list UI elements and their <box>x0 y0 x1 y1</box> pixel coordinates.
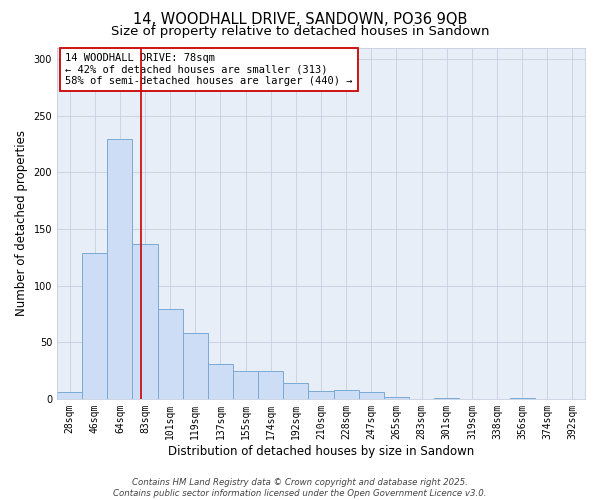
Text: 14 WOODHALL DRIVE: 78sqm
← 42% of detached houses are smaller (313)
58% of semi-: 14 WOODHALL DRIVE: 78sqm ← 42% of detach… <box>65 53 352 86</box>
Bar <box>82 252 107 399</box>
Bar <box>158 310 183 399</box>
Y-axis label: Number of detached properties: Number of detached properties <box>15 130 28 316</box>
Bar <box>183 333 208 399</box>
Bar <box>283 383 308 399</box>
X-axis label: Distribution of detached houses by size in Sandown: Distribution of detached houses by size … <box>168 444 474 458</box>
Bar <box>107 140 133 399</box>
Bar <box>233 370 258 399</box>
Bar <box>359 392 384 399</box>
Text: Contains HM Land Registry data © Crown copyright and database right 2025.
Contai: Contains HM Land Registry data © Crown c… <box>113 478 487 498</box>
Bar <box>133 244 158 399</box>
Bar <box>258 370 283 399</box>
Bar <box>57 392 82 399</box>
Bar <box>384 396 409 399</box>
Bar <box>434 398 459 399</box>
Bar <box>208 364 233 399</box>
Bar <box>308 391 334 399</box>
Bar <box>334 390 359 399</box>
Bar <box>509 398 535 399</box>
Text: 14, WOODHALL DRIVE, SANDOWN, PO36 9QB: 14, WOODHALL DRIVE, SANDOWN, PO36 9QB <box>133 12 467 28</box>
Text: Size of property relative to detached houses in Sandown: Size of property relative to detached ho… <box>111 25 489 38</box>
